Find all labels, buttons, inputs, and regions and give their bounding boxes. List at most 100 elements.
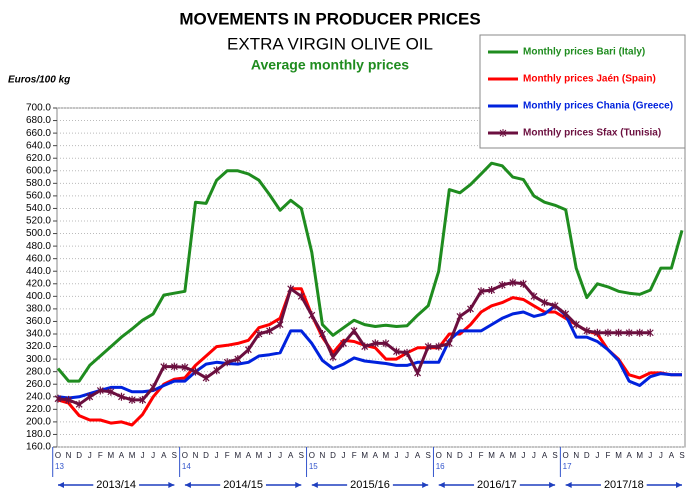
x-tick-label: A bbox=[626, 451, 632, 460]
x-tick-label: S bbox=[299, 451, 304, 460]
point-marker bbox=[223, 358, 231, 367]
x-tick-label: J bbox=[659, 451, 663, 460]
x-tick-label: D bbox=[457, 451, 463, 460]
x-tick-label: O bbox=[309, 451, 315, 460]
x-tick-label: O bbox=[563, 451, 569, 460]
year-label: 16 bbox=[436, 462, 445, 471]
point-marker bbox=[266, 326, 273, 335]
legend-marker bbox=[499, 129, 507, 137]
x-tick-label: J bbox=[468, 451, 472, 460]
y-tick-label: 640.0 bbox=[26, 140, 51, 151]
year-label: 15 bbox=[309, 462, 318, 471]
y-tick-label: 560.0 bbox=[26, 191, 51, 202]
point-marker bbox=[393, 347, 400, 356]
y-tick-label: 320.0 bbox=[26, 341, 51, 352]
point-marker bbox=[583, 326, 591, 335]
y-tick-label: 480.0 bbox=[26, 241, 51, 252]
point-marker bbox=[118, 392, 125, 401]
point-marker bbox=[276, 320, 284, 329]
y-tick-label: 180.0 bbox=[26, 429, 51, 440]
point-marker bbox=[181, 363, 189, 372]
point-marker bbox=[488, 286, 496, 295]
point-marker bbox=[562, 309, 570, 318]
x-tick-label: D bbox=[203, 451, 209, 460]
point-marker bbox=[149, 383, 157, 392]
season-label-bg bbox=[220, 478, 266, 491]
x-tick-label: J bbox=[151, 451, 155, 460]
point-marker bbox=[234, 355, 242, 364]
x-tick-label: N bbox=[66, 451, 72, 460]
point-marker bbox=[604, 328, 612, 337]
point-marker bbox=[308, 311, 316, 320]
x-tick-label: J bbox=[595, 451, 599, 460]
x-tick-label: S bbox=[172, 451, 177, 460]
season-label: 2016/17 bbox=[477, 479, 517, 491]
point-marker bbox=[213, 366, 221, 375]
point-marker bbox=[139, 395, 147, 404]
point-marker bbox=[361, 342, 369, 351]
point-marker bbox=[572, 320, 580, 329]
x-tick-label: A bbox=[373, 451, 379, 460]
point-marker bbox=[340, 339, 347, 348]
x-tick-label: M bbox=[129, 451, 136, 460]
year-label: 17 bbox=[563, 462, 572, 471]
x-tick-label: F bbox=[352, 451, 357, 460]
y-tick-label: 300.0 bbox=[26, 354, 51, 365]
x-tick-label: M bbox=[383, 451, 390, 460]
x-tick-label: O bbox=[182, 451, 188, 460]
x-tick-label: M bbox=[108, 451, 115, 460]
y-tick-label: 200.0 bbox=[26, 417, 51, 428]
point-marker bbox=[192, 367, 199, 376]
point-marker bbox=[435, 342, 443, 351]
x-tick-label: J bbox=[88, 451, 92, 460]
point-marker bbox=[593, 328, 601, 337]
chart-subtitle: EXTRA VIRGIN OLIVE OIL bbox=[227, 34, 433, 53]
point-marker bbox=[170, 362, 178, 371]
x-tick-label: O bbox=[436, 451, 442, 460]
x-tick-label: A bbox=[542, 451, 548, 460]
x-tick-label: S bbox=[679, 451, 684, 460]
series-line bbox=[57, 304, 682, 400]
point-marker bbox=[287, 284, 295, 293]
x-tick-label: F bbox=[225, 451, 230, 460]
season-label-bg bbox=[347, 478, 393, 491]
plot-area bbox=[56, 107, 686, 448]
point-marker bbox=[456, 312, 464, 321]
x-tick-label: S bbox=[425, 451, 430, 460]
point-marker bbox=[255, 330, 263, 338]
season-label: 2014/15 bbox=[223, 479, 263, 491]
y-tick-label: 700.0 bbox=[26, 103, 51, 114]
point-marker bbox=[615, 328, 622, 337]
chart-subtitle: Average monthly prices bbox=[251, 57, 409, 73]
point-marker bbox=[414, 368, 422, 377]
season-label: 2013/14 bbox=[96, 479, 136, 491]
y-tick-label: 340.0 bbox=[26, 329, 51, 340]
x-tick-label: S bbox=[552, 451, 557, 460]
y-tick-label: 660.0 bbox=[26, 128, 51, 139]
point-marker bbox=[107, 387, 115, 396]
point-marker bbox=[382, 339, 390, 348]
point-marker bbox=[244, 345, 252, 354]
season-label: 2017/18 bbox=[604, 479, 644, 491]
x-tick-label: J bbox=[215, 451, 219, 460]
y-tick-label: 400.0 bbox=[26, 291, 51, 302]
chart-title: MOVEMENTS IN PRODUCER PRICES bbox=[179, 9, 480, 28]
y-tick-label: 380.0 bbox=[26, 304, 51, 315]
point-marker bbox=[424, 342, 432, 351]
point-marker bbox=[75, 400, 83, 409]
point-marker bbox=[86, 392, 94, 401]
season-label-bg bbox=[600, 478, 647, 491]
y-tick-label: 680.0 bbox=[26, 115, 51, 126]
point-marker bbox=[297, 292, 305, 301]
x-tick-label: F bbox=[479, 451, 484, 460]
x-tick-label: A bbox=[288, 451, 294, 460]
point-marker bbox=[541, 298, 548, 307]
point-marker bbox=[318, 330, 326, 338]
x-tick-label: J bbox=[268, 451, 272, 460]
legend-label: Monthly prices Jaén (Spain) bbox=[523, 74, 656, 85]
x-tick-label: N bbox=[320, 451, 326, 460]
legend-label: Monthly prices Sfax (Tunisia) bbox=[523, 128, 661, 139]
x-tick-label: J bbox=[342, 451, 346, 460]
x-tick-label: M bbox=[636, 451, 643, 460]
x-tick-label: M bbox=[509, 451, 516, 460]
